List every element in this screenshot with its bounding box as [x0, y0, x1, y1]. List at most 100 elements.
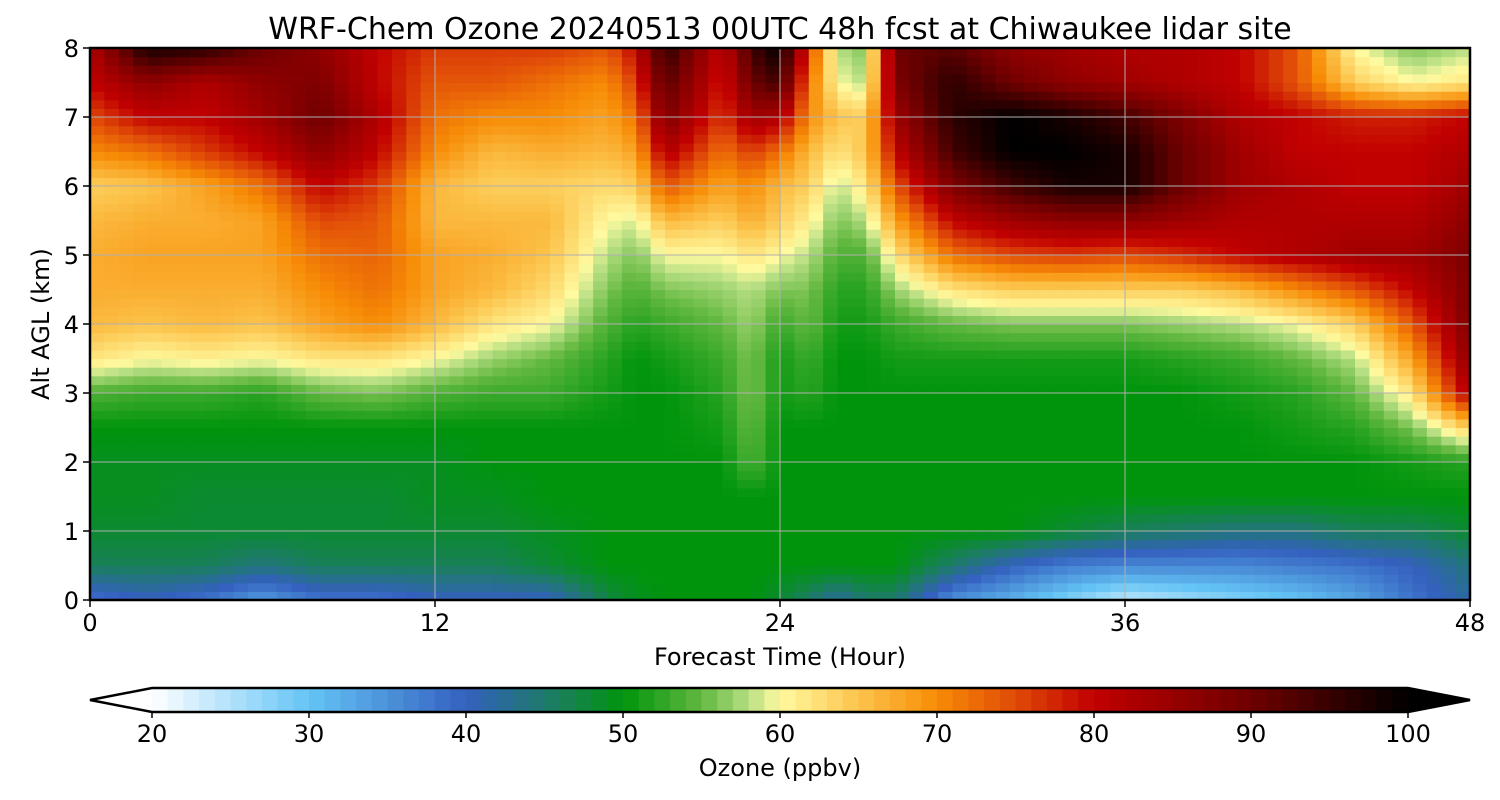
heatmap-cell [147, 410, 163, 420]
heatmap-cell [995, 522, 1011, 532]
heatmap-cell [765, 280, 781, 291]
heatmap-cell [1326, 151, 1342, 161]
heatmap-cell [1268, 531, 1284, 541]
heatmap-cell [262, 168, 278, 178]
heatmap-cell [205, 487, 220, 498]
heatmap-cell [1340, 168, 1356, 178]
heatmap-cell [1240, 470, 1255, 480]
heatmap-cell [621, 358, 637, 368]
heatmap-cell [90, 349, 105, 360]
heatmap-cell [118, 479, 134, 489]
heatmap-cell [219, 539, 235, 549]
heatmap-cell [866, 151, 882, 161]
heatmap-cell [780, 444, 795, 454]
heatmap-cell [1225, 177, 1241, 187]
heatmap-cell [118, 496, 134, 506]
heatmap-cell [233, 444, 249, 454]
heatmap-cell [420, 367, 436, 377]
heatmap-cell [219, 556, 235, 567]
heatmap-cell [1053, 453, 1069, 463]
heatmap-cell [1067, 186, 1083, 196]
heatmap-cell [866, 462, 882, 472]
heatmap-cell [1240, 548, 1255, 558]
heatmap-cell [995, 393, 1011, 403]
heatmap-cell [1024, 367, 1040, 377]
heatmap-cell [952, 410, 968, 420]
heatmap-cell [1398, 332, 1414, 342]
heatmap-cell [679, 574, 695, 584]
heatmap-cell [1153, 470, 1169, 480]
heatmap-cell [190, 237, 206, 247]
heatmap-cell [363, 246, 379, 256]
heatmap-cell [435, 375, 450, 385]
heatmap-cell [1355, 306, 1370, 316]
heatmap-cell [147, 289, 163, 299]
heatmap-cell [1139, 289, 1155, 299]
heatmap-cell [1268, 246, 1284, 256]
heatmap-cell [118, 246, 134, 256]
heatmap-cell [823, 436, 839, 446]
heatmap-cell [765, 436, 781, 446]
heatmap-cell [650, 487, 666, 498]
heatmap-cell [276, 591, 292, 601]
heatmap-cell [435, 470, 450, 480]
heatmap-cell [1024, 186, 1040, 196]
heatmap-cell [1182, 513, 1198, 523]
heatmap-cell [1311, 186, 1327, 196]
heatmap-cell [837, 306, 853, 316]
heatmap-cell [780, 565, 795, 575]
heatmap-cell [161, 280, 177, 291]
heatmap-cell [363, 487, 379, 498]
heatmap-cell [463, 151, 479, 161]
heatmap-cell [190, 160, 206, 170]
heatmap-cell [880, 479, 896, 489]
heatmap-cell [1125, 272, 1140, 282]
heatmap-cell [90, 531, 105, 541]
heatmap-cell [851, 479, 867, 489]
heatmap-cell [406, 151, 422, 161]
heatmap-cell [693, 151, 709, 161]
heatmap-cell [1383, 470, 1399, 480]
heatmap-cell [276, 470, 292, 480]
heatmap-cell [1125, 496, 1140, 506]
heatmap-cell [406, 470, 422, 480]
heatmap-cell [1426, 574, 1442, 584]
heatmap-cell [276, 160, 292, 170]
heatmap-cell [205, 418, 220, 429]
heatmap-cell [1355, 384, 1370, 394]
heatmap-cell [348, 272, 364, 282]
heatmap-cell [636, 160, 652, 170]
heatmap-cell [1024, 565, 1040, 575]
heatmap-cell [593, 496, 609, 506]
heatmap-cell [1096, 548, 1112, 558]
heatmap-cell [1426, 306, 1442, 316]
heatmap-cell [1383, 298, 1399, 308]
heatmap-cell [262, 522, 278, 532]
heatmap-cell [161, 194, 177, 204]
heatmap-cell [1383, 574, 1399, 584]
heatmap-cell [391, 203, 407, 213]
heatmap-cell [995, 168, 1011, 178]
heatmap-cell [938, 453, 954, 463]
heatmap-cell [1311, 470, 1327, 480]
heatmap-cell [808, 565, 824, 575]
heatmap-cell [1038, 203, 1054, 213]
heatmap-cell [981, 513, 997, 523]
heatmap-cell [765, 203, 781, 213]
heatmap-cell [607, 186, 623, 196]
heatmap-cell [420, 418, 436, 429]
heatmap-cell [708, 168, 724, 178]
heatmap-cell [952, 177, 968, 187]
heatmap-cell [1024, 306, 1040, 316]
heatmap-cell [1426, 479, 1442, 489]
heatmap-cell [1311, 358, 1327, 368]
heatmap-cell [1038, 513, 1054, 523]
heatmap-cell [1426, 229, 1442, 239]
heatmap-cell [291, 324, 307, 334]
heatmap-cell [463, 556, 479, 567]
heatmap-cell [1081, 479, 1097, 489]
heatmap-cell [233, 384, 249, 394]
heatmap-cell [363, 522, 379, 532]
heatmap-cell [1211, 324, 1227, 334]
heatmap-cell [1125, 332, 1140, 342]
